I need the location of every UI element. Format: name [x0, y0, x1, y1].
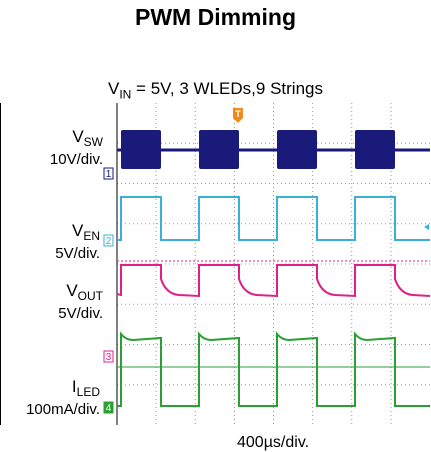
- label-iled-sub: LED: [76, 385, 100, 399]
- ven-level-arrow-icon: [424, 224, 429, 230]
- label-iled-name: I: [71, 377, 77, 396]
- label-vout: VOUT 5V/div.: [20, 282, 103, 322]
- channel-marker-3: [103, 350, 114, 363]
- trace-vsw-burst-3: [277, 130, 317, 169]
- label-ven-sub: EN: [83, 229, 100, 243]
- channel-marker-2-text: 2: [106, 236, 112, 247]
- label-ven-scale: 5V/div.: [55, 245, 100, 262]
- trace-vsw-burst-2: [199, 130, 239, 169]
- trigger-marker-text: T: [235, 109, 241, 119]
- chart-subtitle: VIN = 5V, 3 WLEDs,9 Strings: [0, 79, 431, 101]
- label-iled: ILED 100mA/div.: [0, 378, 100, 418]
- channel-marker-4: [103, 401, 114, 414]
- subtitle-suffix: = 5V, 3 WLEDs,9 Strings: [131, 79, 323, 98]
- scope-frame-left: [0, 103, 1, 425]
- label-vout-sub: OUT: [77, 289, 103, 303]
- label-vsw-sub: SW: [83, 135, 103, 149]
- label-vsw-scale: 10V/div.: [49, 151, 103, 168]
- trace-vsw-burst-4: [355, 130, 395, 169]
- chart-title: PWM Dimming: [135, 4, 296, 30]
- trace-iled: [117, 331, 430, 407]
- trace-vsw-burst-1: [121, 130, 161, 169]
- label-iled-scale: 100mA/div.: [26, 401, 100, 418]
- x-axis-label: 400µs/div.: [237, 434, 310, 451]
- channel-marker-3-text: 3: [106, 352, 112, 363]
- channel-marker-1-text: 1: [106, 169, 112, 180]
- label-vout-name: V: [66, 281, 78, 300]
- label-vsw: VSW 10V/div.: [20, 128, 103, 168]
- trace-vout: [116, 264, 431, 298]
- subtitle-sub: IN: [119, 87, 132, 102]
- subtitle-prefix: V: [107, 79, 120, 98]
- label-vsw-name: V: [72, 127, 84, 146]
- label-ven: VEN 5V/div.: [20, 222, 100, 262]
- trigger-marker-icon: [233, 108, 243, 123]
- channel-marker-1: [103, 167, 114, 180]
- label-ven-name: V: [71, 221, 84, 240]
- channel-marker-4-text: 4: [106, 403, 112, 414]
- label-vout-scale: 5V/div.: [58, 305, 103, 322]
- channel-marker-2: [103, 234, 114, 247]
- trace-ven: [117, 196, 430, 241]
